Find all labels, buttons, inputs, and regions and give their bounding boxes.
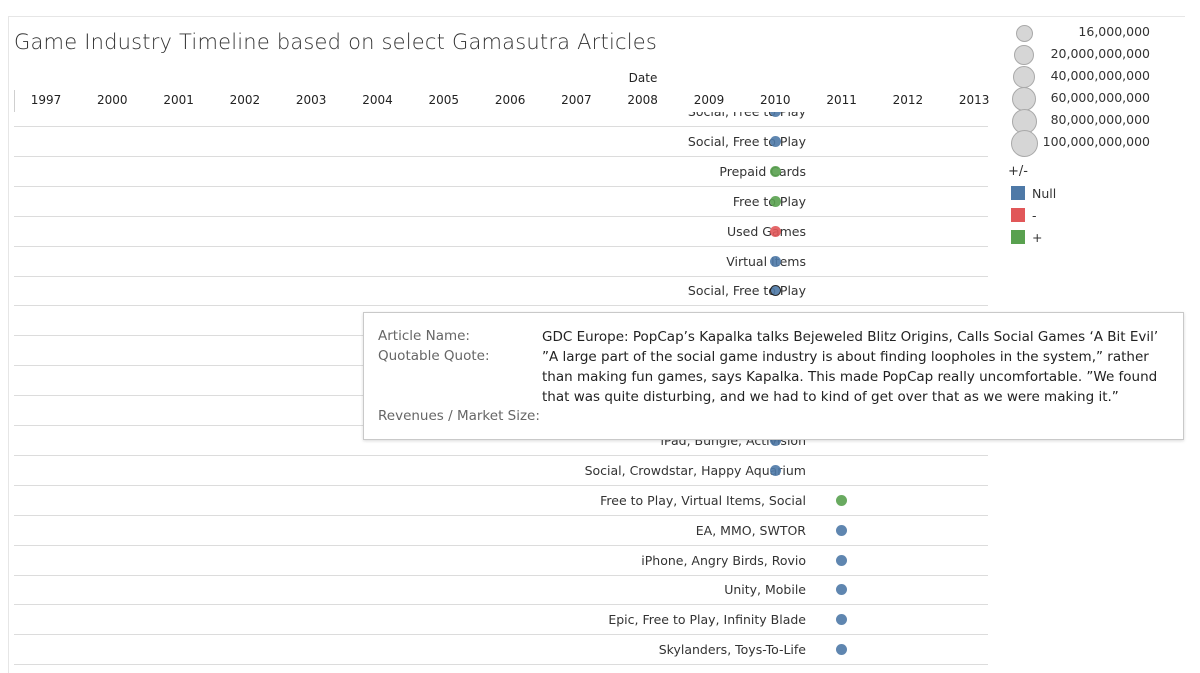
data-point[interactable] [769,464,781,476]
data-point[interactable] [769,112,781,117]
x-tick-label: 2003 [295,93,327,107]
timeline-row[interactable]: Free to Play [14,186,988,217]
axis-divider [14,90,15,112]
color-legend-title: +/- [1008,164,1028,179]
row-label: Epic, Free to Play, Infinity Blade [608,612,806,628]
color-legend-swatch[interactable] [1011,186,1025,200]
x-tick-label: 2001 [163,93,194,107]
x-tick-label: 2009 [693,93,725,107]
data-point[interactable] [769,195,781,207]
timeline-row[interactable]: Social, Free to Play [14,275,988,307]
color-legend-swatch[interactable] [1011,208,1025,222]
tooltip-quote-value: ”A large part of the social game industr… [542,349,1158,405]
size-legend-circle [1015,24,1033,42]
size-legend-label: 40,000,000,000 [1050,68,1150,83]
tooltip-article-value: GDC Europe: PopCap’s Kapalka talks Bejew… [542,329,1159,345]
color-legend-swatch[interactable] [1011,230,1025,244]
data-point[interactable] [836,524,848,536]
x-tick-label: 2006 [494,93,526,107]
timeline-row[interactable]: Used Games [14,216,988,247]
timeline-row[interactable]: Free to Play, Virtual Items, Social [14,485,988,516]
row-label: Used Games [727,223,806,239]
size-legend-circle [1014,45,1034,65]
x-tick-label: 2000 [97,93,128,107]
row-label: Social, Crowdstar, Happy Aquarium [584,462,806,478]
data-point[interactable] [769,135,781,147]
timeline-row[interactable]: Epic, Free to Play, Infinity Blade [14,604,988,636]
x-tick-label: 2004 [362,93,393,107]
color-legend-label: + [1032,230,1043,245]
data-point[interactable] [836,494,848,506]
x-tick-label: 2002 [229,93,261,107]
size-legend-label: 100,000,000,000 [1042,134,1150,149]
tooltip-article-key: Article Name: [378,328,470,344]
data-point[interactable] [769,225,781,237]
color-legend-label: - [1032,208,1037,223]
x-tick-label: 2007 [561,93,592,107]
x-tick-label: 2013 [958,93,990,107]
data-point[interactable] [836,614,848,626]
chart-title: Game Industry Timeline based on select G… [14,30,658,54]
tooltip-quote-key: Quotable Quote: [378,348,490,364]
x-tick-label: 2011 [826,93,857,107]
timeline-row[interactable]: Social, Crowdstar, Happy Aquarium [14,455,988,486]
timeline-row[interactable]: Skylanders, Toys-To-Life [14,634,988,666]
x-tick-label: 2010 [760,93,791,107]
timeline-row[interactable]: Social, Free to Play [14,126,988,157]
x-tick-label: 2005 [428,93,460,107]
size-legend-label: 60,000,000,000 [1050,90,1150,105]
data-point[interactable] [836,644,848,656]
size-legend-label: 20,000,000,000 [1050,46,1150,61]
row-label: Unity, Mobile [724,582,806,598]
x-tick-label: 2008 [627,93,658,107]
row-label: Social, Free to Play [687,133,806,149]
row-label: iPhone, Angry Birds, Rovio [641,552,806,568]
row-label: Virtual Items [726,253,806,269]
timeline-row[interactable]: iPhone, Angry Birds, Rovio [14,545,988,576]
row-label: Free to Play, Virtual Items, Social [600,492,806,508]
data-point[interactable] [769,285,781,297]
size-legend-circle [1010,129,1038,157]
timeline-row[interactable]: Unity, Mobile [14,574,988,606]
data-point[interactable] [769,165,781,177]
timeline-row[interactable]: Social, Free to Play [14,112,988,127]
timeline-row[interactable]: Prepaid Cards [14,156,988,187]
color-legend-label: Null [1032,186,1057,201]
row-label: Free to Play [732,193,806,209]
row-label: Skylanders, Toys-To-Life [658,642,806,658]
data-point[interactable] [769,434,781,446]
x-axis-title: Date [628,71,658,85]
tooltip-revenue-key: Revenues / Market Size: [378,408,540,424]
row-label: Social, Free to Play [687,283,806,299]
data-point[interactable] [836,554,848,566]
timeline-row[interactable]: EA, MMO, SWTOR [14,515,988,546]
size-legend-label: 16,000,000 [1078,24,1150,39]
x-tick-label: 2012 [892,93,924,107]
row-label: EA, MMO, SWTOR [695,522,806,538]
timeline-row[interactable]: Virtual Items [14,246,988,277]
data-point[interactable] [769,255,781,267]
size-legend-label: 80,000,000,000 [1050,112,1150,127]
data-point[interactable] [836,584,848,596]
row-label: Social, Free to Play [688,112,806,119]
article-tooltip: Article Name: GDC Europe: PopCap’s Kapal… [363,312,1184,440]
row-label: Prepaid Cards [719,163,806,179]
x-tick-label: 1997 [30,93,62,107]
